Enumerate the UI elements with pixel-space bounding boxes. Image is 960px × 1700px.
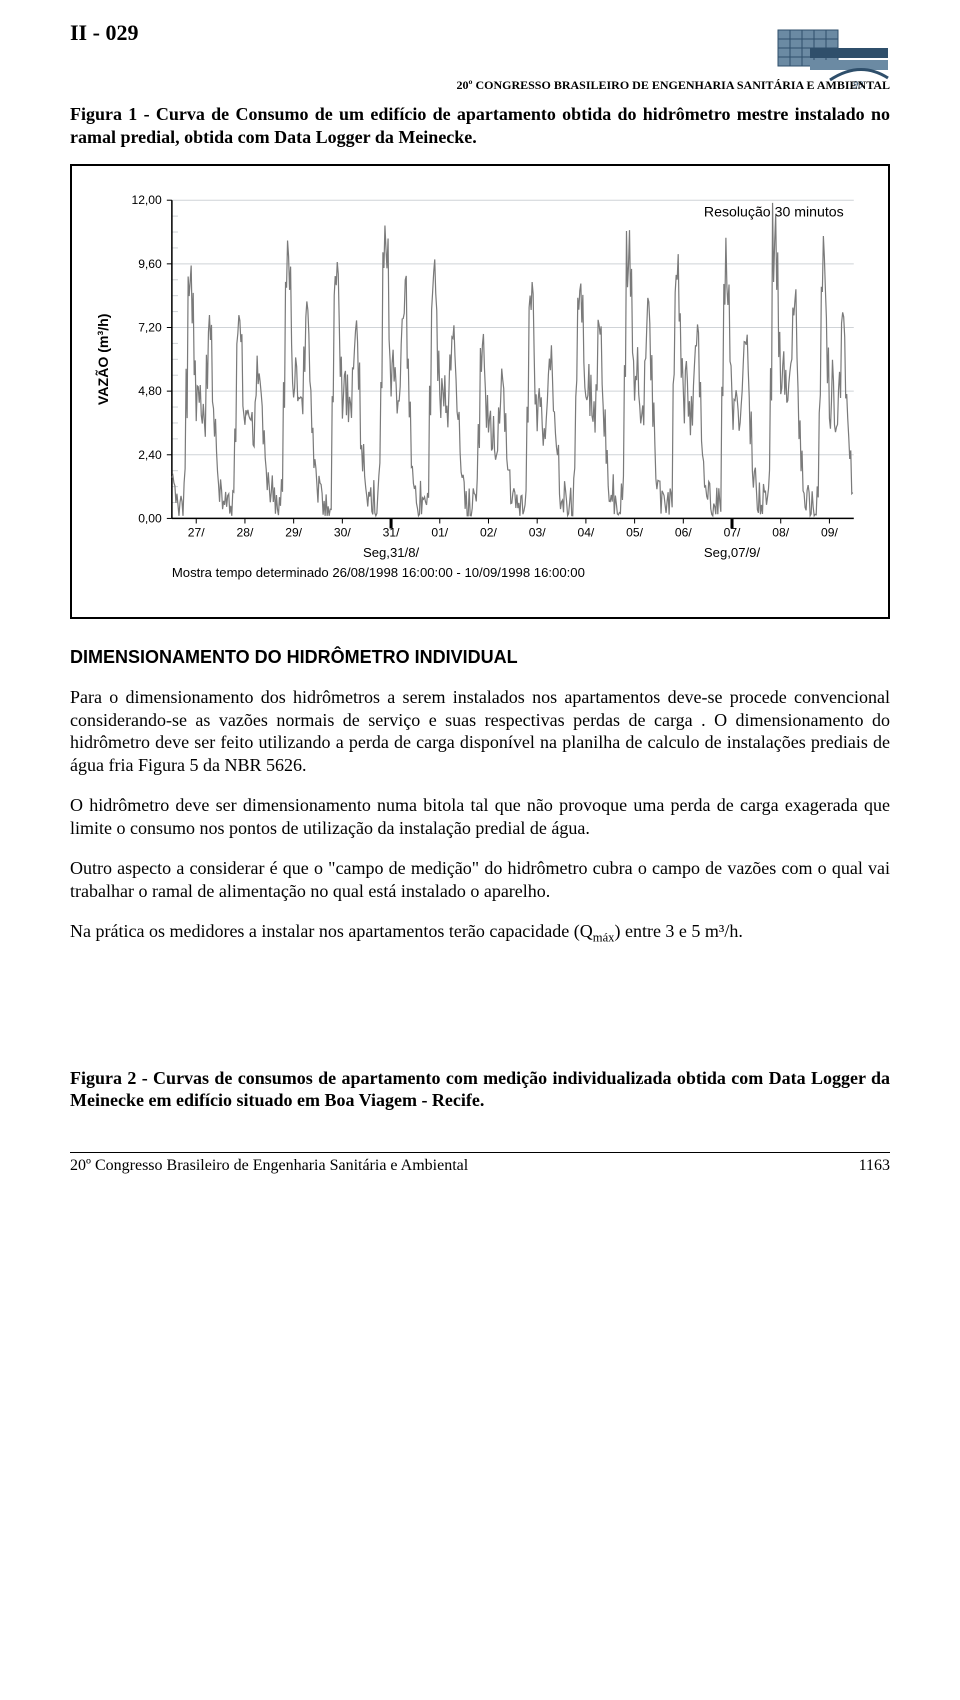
chart-frame: 0,002,404,807,209,6012,0027/28/29/30/31/… bbox=[70, 164, 890, 619]
para-2: O hidrômetro deve ser dimensionamento nu… bbox=[70, 794, 890, 839]
svg-text:01/: 01/ bbox=[431, 526, 448, 540]
svg-text:29/: 29/ bbox=[285, 526, 302, 540]
svg-text:28/: 28/ bbox=[237, 526, 254, 540]
svg-text:9,60: 9,60 bbox=[138, 257, 162, 271]
svg-text:Mostra tempo determinado 26/08: Mostra tempo determinado 26/08/1998 16:0… bbox=[172, 565, 585, 580]
svg-text:27/: 27/ bbox=[188, 526, 205, 540]
svg-text:Seg,31/8/: Seg,31/8/ bbox=[363, 545, 420, 560]
svg-text:Resolução 30 minutos: Resolução 30 minutos bbox=[704, 203, 844, 219]
svg-text:0,00: 0,00 bbox=[138, 511, 162, 525]
svg-text:4,80: 4,80 bbox=[138, 384, 162, 398]
svg-text:Seg,07/9/: Seg,07/9/ bbox=[704, 545, 761, 560]
svg-text:12,00: 12,00 bbox=[131, 193, 162, 207]
figure1-caption: Figura 1 - Curva de Consumo de um edifíc… bbox=[70, 103, 890, 148]
section-title: DIMENSIONAMENTO DO HIDRÔMETRO INDIVIDUAL bbox=[70, 647, 890, 668]
flow-chart: 0,002,404,807,209,6012,0027/28/29/30/31/… bbox=[86, 180, 874, 604]
svg-text:04/: 04/ bbox=[577, 526, 594, 540]
footer-rule bbox=[70, 1152, 890, 1153]
figure2-caption: Figura 2 - Curvas de consumos de apartam… bbox=[70, 1067, 890, 1112]
svg-text:03/: 03/ bbox=[529, 526, 546, 540]
para-1: Para o dimensionamento dos hidrômetros a… bbox=[70, 686, 890, 776]
svg-text:7,20: 7,20 bbox=[138, 321, 162, 335]
svg-text:02/: 02/ bbox=[480, 526, 497, 540]
para-4: Na prática os medidores a instalar nos a… bbox=[70, 920, 890, 946]
svg-text:05/: 05/ bbox=[626, 526, 643, 540]
para-3: Outro aspecto a considerar é que o "camp… bbox=[70, 857, 890, 902]
footer-left: 20º Congresso Brasileiro de Engenharia S… bbox=[70, 1157, 468, 1175]
svg-text:30/: 30/ bbox=[334, 526, 351, 540]
footer-page-number: 1163 bbox=[859, 1157, 890, 1175]
svg-text:08/: 08/ bbox=[772, 526, 789, 540]
congress-line: 20º CONGRESSO BRASILEIRO DE ENGENHARIA S… bbox=[70, 78, 890, 93]
svg-text:09/: 09/ bbox=[821, 526, 838, 540]
svg-text:2,40: 2,40 bbox=[138, 448, 162, 462]
svg-text:VAZÃO (m³/h): VAZÃO (m³/h) bbox=[94, 314, 111, 406]
svg-text:06/: 06/ bbox=[675, 526, 692, 540]
doc-code: II - 029 bbox=[70, 20, 138, 46]
